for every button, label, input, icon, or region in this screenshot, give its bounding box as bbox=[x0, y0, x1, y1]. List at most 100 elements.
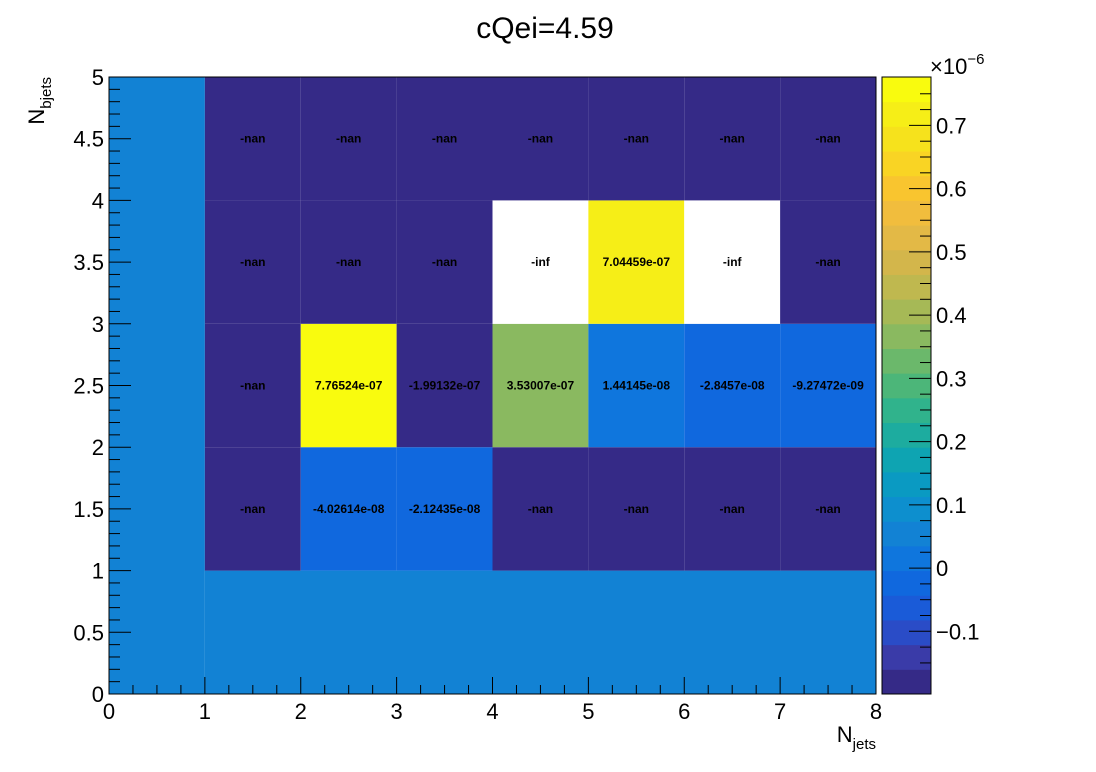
y-tick-label: 4 bbox=[92, 188, 104, 213]
y-tick-label: 3.5 bbox=[73, 250, 104, 275]
x-tick-label: 8 bbox=[870, 699, 882, 724]
x-tick-label: 7 bbox=[774, 699, 786, 724]
colorbar-band bbox=[882, 545, 931, 572]
colorbar-exponent-label: ×10−6 bbox=[930, 51, 984, 79]
heatmap-cell bbox=[396, 447, 493, 571]
heatmap-cell bbox=[300, 200, 397, 324]
x-tick-label: 6 bbox=[678, 699, 690, 724]
heatmap-cell bbox=[780, 77, 876, 201]
heatmap-cell-labels: -nan -4.02614e-08 -2.12435e-08 -nan -nan -nan… bbox=[240, 132, 864, 516]
colorbar-band bbox=[882, 669, 931, 695]
heatmap-cell-label: -nan bbox=[624, 132, 649, 146]
colorbar-band bbox=[882, 249, 931, 275]
colorbar-tick-label: 0.3 bbox=[936, 366, 967, 391]
heatmap-cell-label: -2.12435e-08 bbox=[409, 502, 481, 516]
colorbar-tick-label: 0.7 bbox=[936, 113, 967, 138]
y-tick-label: 1.5 bbox=[73, 497, 104, 522]
heatmap-cell bbox=[588, 200, 685, 324]
heatmap-cell-label: -nan bbox=[815, 132, 840, 146]
heatmap-cell bbox=[684, 323, 781, 448]
colorbar-band bbox=[882, 299, 931, 325]
heatmap-cell-label: 7.04459e-07 bbox=[603, 255, 671, 269]
colorbar-band bbox=[882, 348, 931, 374]
colorbar-band bbox=[882, 619, 931, 646]
x-tick-label: 1 bbox=[199, 699, 211, 724]
heatmap-cell-label: 3.53007e-07 bbox=[507, 379, 575, 393]
y-tick-label: 2.5 bbox=[73, 374, 104, 399]
y-tick-label: 0 bbox=[92, 682, 104, 707]
heatmap-cell-label: -nan bbox=[240, 255, 265, 269]
y-tick-label: 1 bbox=[92, 559, 104, 584]
heatmap-cell bbox=[780, 447, 876, 571]
color-scale-bar: −0.1 0 0.1 0.2 0.3 0.4 0.5 0.6 0.7 bbox=[881, 76, 979, 695]
colorbar-band bbox=[882, 225, 931, 251]
heatmap-cell-label: -nan bbox=[720, 502, 745, 516]
y-axis-label: Nbjets bbox=[24, 77, 55, 125]
chart-title: cQei=4.59 bbox=[476, 12, 614, 45]
x-tick-label: 2 bbox=[295, 699, 307, 724]
colorbar-band bbox=[882, 570, 931, 596]
colorbar-tick-label: 0 bbox=[936, 556, 948, 581]
heatmap-cell-label: -nan bbox=[240, 379, 265, 393]
heatmap-cell-label: -nan bbox=[336, 255, 361, 269]
colorbar-tick-label: 0.4 bbox=[936, 303, 967, 328]
heatmap-cell bbox=[492, 447, 589, 571]
heatmap-cell bbox=[396, 200, 493, 324]
colorbar-band bbox=[882, 471, 931, 498]
heatmap-cell bbox=[588, 77, 685, 201]
heatmap-cell-label: -2.8457e-08 bbox=[700, 379, 765, 393]
heatmap-cell bbox=[684, 77, 781, 201]
x-tick-label: 5 bbox=[582, 699, 594, 724]
y-tick-label: 5 bbox=[92, 65, 104, 90]
heatmap-cell-label: 1.44145e-08 bbox=[603, 379, 671, 393]
heatmap-cell-label: -nan bbox=[624, 502, 649, 516]
heatmap-cell-label: -nan bbox=[720, 132, 745, 146]
heatmap-cell bbox=[204, 200, 301, 324]
heatmap-cell-label: -nan bbox=[432, 255, 457, 269]
heatmap-cell-label: -4.02614e-08 bbox=[313, 502, 385, 516]
heatmap-cell-label: -nan bbox=[240, 132, 265, 146]
colorbar-tick-label: 0.1 bbox=[936, 493, 967, 518]
y-tick-label: 0.5 bbox=[73, 620, 104, 645]
colorbar-frame bbox=[881, 76, 932, 695]
colorbar-band bbox=[882, 521, 931, 547]
x-tick-label: 4 bbox=[486, 699, 498, 724]
heatmap-cell bbox=[684, 200, 781, 324]
heatmap-cell-label: -9.27472e-09 bbox=[792, 379, 864, 393]
heatmap-cell bbox=[204, 77, 301, 201]
heatmap-cell bbox=[396, 323, 493, 448]
heatmap-cell-label: -nan bbox=[528, 502, 553, 516]
heatmap-cell bbox=[492, 77, 589, 201]
colorbar-band bbox=[882, 496, 931, 522]
x-tick-label: 3 bbox=[391, 699, 403, 724]
heatmap-cell bbox=[204, 447, 301, 571]
colorbar-band bbox=[882, 77, 931, 103]
colorbar-band bbox=[882, 126, 931, 152]
y-axis: 0 0.5 1 1.5 2 2.5 3 3.5 4 4.5 5 bbox=[73, 65, 131, 707]
heatmap-cell bbox=[300, 77, 397, 201]
heatmap-cell bbox=[396, 77, 493, 201]
heatmap-cells bbox=[109, 77, 876, 694]
x-axis: 0 1 2 3 4 5 6 7 8 bbox=[103, 677, 882, 724]
heatmap-cell bbox=[492, 323, 589, 448]
heatmap-cell bbox=[300, 447, 397, 571]
colorbar-band bbox=[882, 101, 931, 127]
heatmap-cell bbox=[588, 447, 685, 571]
heatmap-cell bbox=[588, 323, 685, 448]
heatmap-cell-label: -nan bbox=[432, 132, 457, 146]
colorbar-tick-label: 0.2 bbox=[936, 430, 967, 455]
colorbar-band bbox=[882, 151, 931, 177]
heatmap-cell-label: -inf bbox=[531, 255, 551, 269]
heatmap-cell-label: -nan bbox=[336, 132, 361, 146]
heatmap-cell bbox=[780, 200, 876, 324]
heatmap-cell bbox=[300, 323, 397, 448]
heatmap-cell-label: -nan bbox=[815, 502, 840, 516]
heatmap-cell bbox=[780, 323, 876, 448]
x-axis-label: Njets bbox=[837, 722, 876, 753]
heatmap-cell bbox=[492, 200, 589, 324]
y-tick-label: 2 bbox=[92, 435, 104, 460]
colorbar-tick-label: 0.6 bbox=[936, 177, 967, 202]
colorbar-tick-label: 0.5 bbox=[936, 240, 967, 265]
heatmap-cell bbox=[684, 447, 781, 571]
